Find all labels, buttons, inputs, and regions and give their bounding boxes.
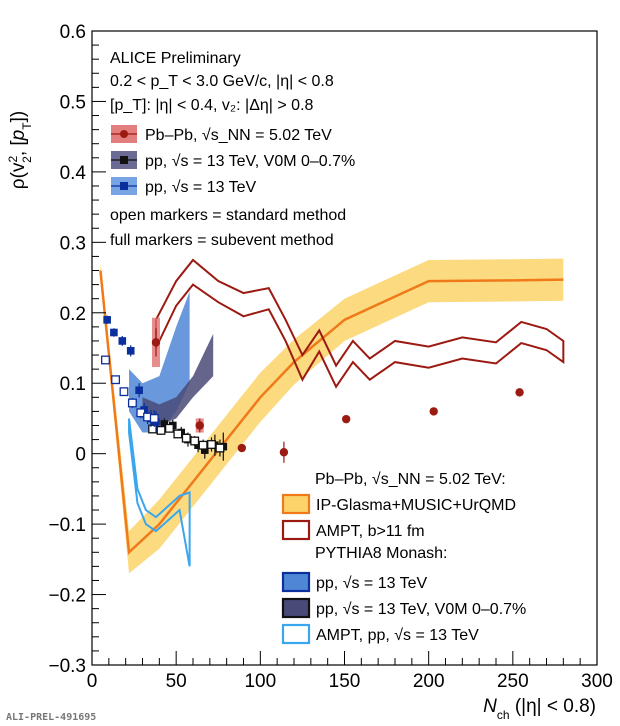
legend-bottom-box-4 — [281, 623, 311, 645]
point-2-1 — [156, 425, 166, 435]
note-open-markers: open markers = standard method — [110, 207, 346, 224]
model-line-0 — [154, 258, 565, 389]
point-0-6 — [515, 388, 524, 397]
x-tick-label-2: 100 — [244, 671, 276, 692]
data-points — [101, 315, 524, 463]
model-lines — [128, 258, 565, 567]
point-3-3 — [126, 347, 135, 355]
x-tick-label-3: 150 — [329, 671, 361, 692]
info-line-1: 0.2 < p_T < 3.0 GeV/c, |η| < 0.8 — [110, 73, 334, 90]
point-4-2 — [119, 387, 129, 397]
x-axis-label: Nch (|η| < 0.8) — [483, 696, 596, 722]
info-line-2: [p_T]: |η| < 0.4, v₂: |Δη| > 0.8 — [110, 97, 314, 114]
x-tick-label-1: 50 — [166, 671, 187, 692]
point-2-8 — [215, 443, 225, 453]
band-1 — [129, 291, 190, 433]
y-tick-label-9: 0.6 — [60, 22, 86, 43]
point-0-1 — [195, 421, 204, 430]
point-1-1 — [160, 420, 169, 428]
y-tick-label-7: 0.4 — [60, 163, 87, 184]
legend-top-label-1: pp, √s = 13 TeV, V0M 0–0.7% — [145, 153, 355, 170]
point-3-1 — [110, 328, 118, 337]
point-0-2 — [237, 443, 247, 453]
axis-ticks: 0 50 100 150 200 250 300 −0.3 −0.2 −0.1 0 0.1 0.2 0.3… — [48, 22, 612, 692]
footer-label: ALI-PREL-491695 — [6, 712, 96, 723]
point-3-4 — [135, 386, 143, 395]
point-2-3 — [173, 429, 183, 439]
point-1-6 — [200, 446, 209, 454]
legend-top-label-2: pp, √s = 13 TeV — [145, 179, 257, 196]
legend-bottom-box-2 — [281, 571, 311, 593]
legend-header-model: Pb–Pb, √s_NN = 5.02 TeV: — [315, 471, 506, 488]
x-tick-label-5: 250 — [497, 671, 529, 692]
legend-top-label-0: Pb–Pb, √s_NN = 5.02 TeV — [145, 127, 332, 144]
y-tick-label-4: 0.1 — [60, 374, 86, 395]
legend-top-marker-1 — [120, 156, 128, 164]
legend-bottom-box-0 — [281, 493, 311, 515]
y-tick-label-5: 0.2 — [60, 304, 86, 325]
point-2-5 — [190, 436, 200, 446]
y-axis-label: ρ(v22, [pT]) — [6, 111, 34, 189]
y-tick-label-1: −0.2 — [48, 586, 86, 607]
legend-bottom-label-0: IP-Glasma+MUSIC+UrQMD — [316, 497, 516, 514]
y-tick-label-2: −0.1 — [48, 515, 86, 536]
point-2-7 — [207, 440, 216, 449]
point-4-1 — [111, 375, 121, 385]
point-0-5 — [429, 407, 438, 416]
legend-bottom-label-3: pp, √s = 13 TeV, V0M 0–0.7% — [316, 601, 526, 618]
model-line-1 — [128, 418, 191, 567]
x-tick-label-0: 0 — [87, 671, 98, 692]
point-4-6 — [149, 413, 159, 423]
legend-bottom-label-2: pp, √s = 13 TeV — [316, 575, 428, 592]
point-0-4 — [341, 414, 351, 424]
point-2-6 — [198, 440, 208, 450]
y-tick-label-3: 0 — [75, 445, 86, 466]
x-tick-label-4: 200 — [413, 671, 445, 692]
point-4-0 — [101, 355, 110, 365]
legend-top-marker-2 — [120, 182, 128, 190]
point-2-0 — [148, 424, 158, 434]
legend-header-pythia: PYTHIA8 Monash: — [315, 545, 448, 562]
y-tick-label-0: −0.3 — [48, 656, 86, 677]
legend-bottom-label-1: AMPT, b>11 fm — [316, 523, 425, 540]
legend: Pb–Pb, √s_NN = 5.02 TeV pp, √s = 13 TeV, … — [111, 125, 526, 645]
point-3-2 — [118, 337, 127, 345]
point-2-4 — [181, 433, 191, 443]
legend-bottom-label-4: AMPT, pp, √s = 13 TeV — [316, 627, 479, 644]
legend-top-marker-0 — [120, 130, 128, 138]
chart-title: ALICE Preliminary — [110, 50, 241, 67]
band-0 — [100, 258, 564, 574]
point-4-3 — [127, 398, 137, 408]
note-full-markers: full markers = subevent method — [110, 232, 334, 249]
x-tick-label-6: 300 — [581, 671, 613, 692]
y-tick-label-6: 0.3 — [60, 233, 86, 254]
point-0-3 — [279, 448, 289, 457]
point-2-2 — [164, 423, 174, 433]
band-central-line-0 — [99, 270, 564, 555]
legend-bottom-box-1 — [281, 519, 311, 541]
point-0-0 — [151, 338, 161, 347]
y-tick-label-8: 0.5 — [60, 92, 86, 113]
point-3-0 — [103, 316, 111, 324]
legend-bottom-box-3 — [281, 597, 311, 619]
